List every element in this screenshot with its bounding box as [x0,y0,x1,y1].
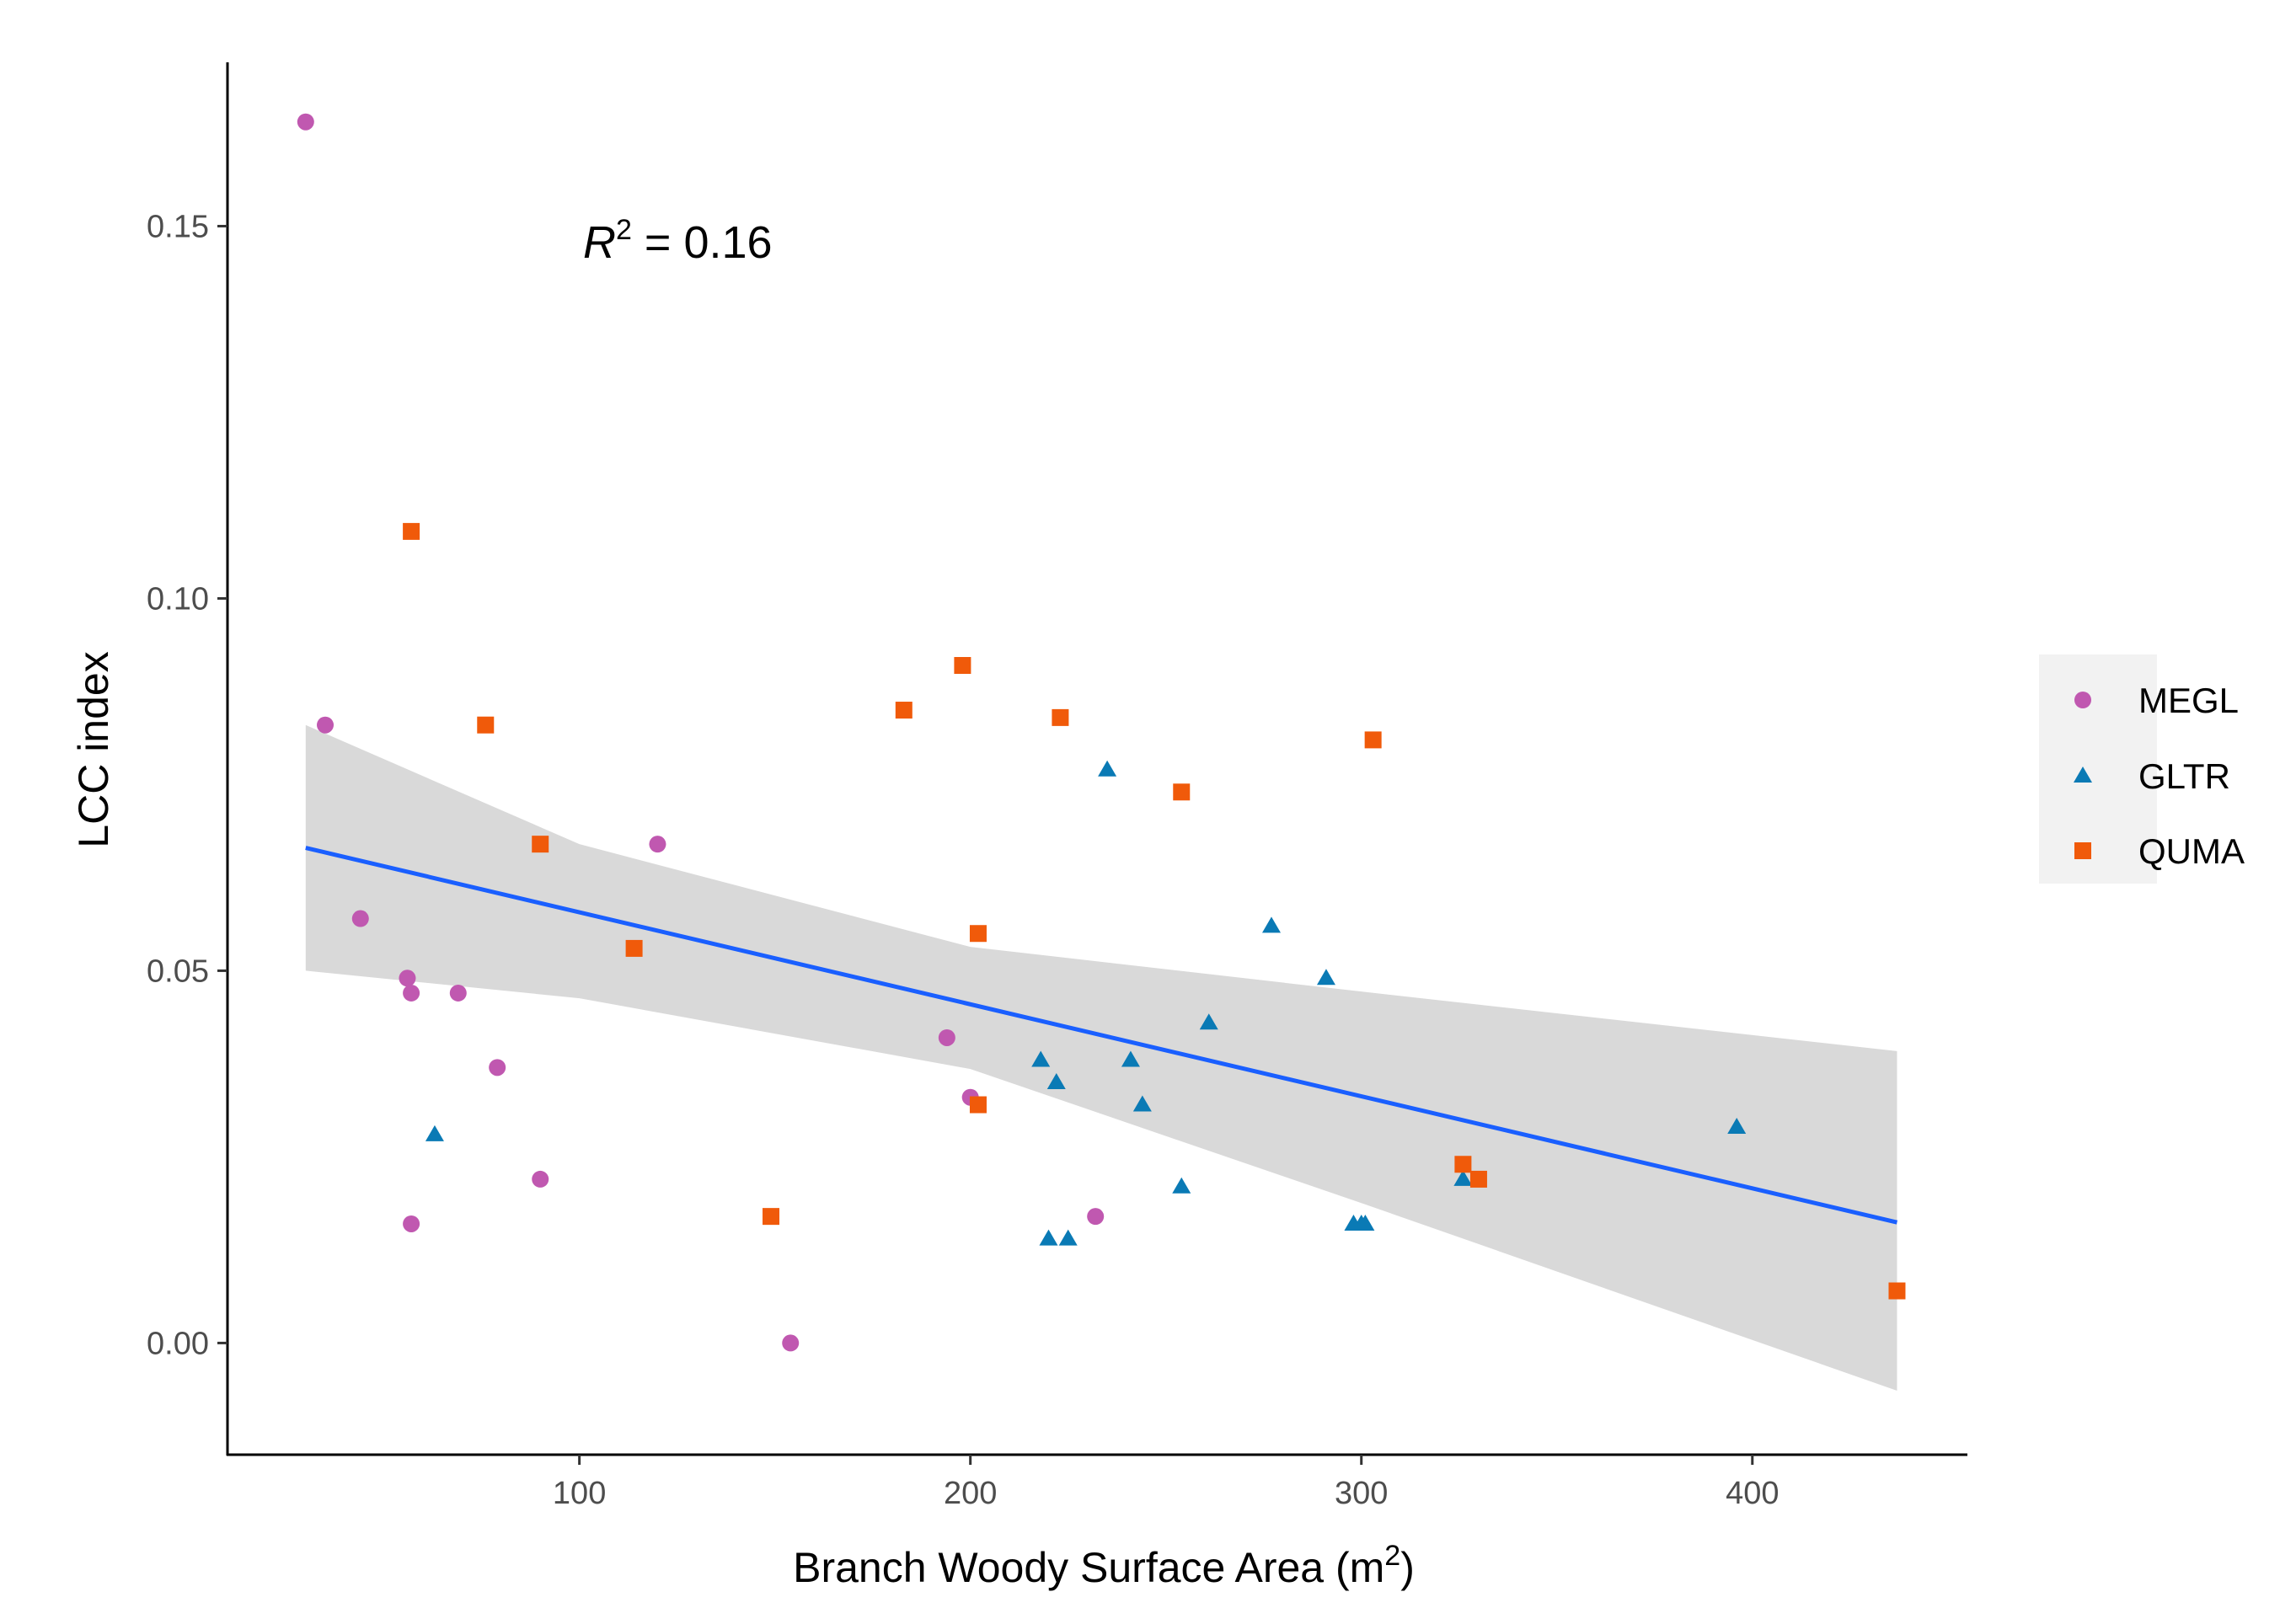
legend-label-gltr: GLTR [2138,756,2230,796]
series-megl [297,113,1105,1352]
data-point-quma [895,702,913,719]
y-tick-label: 0.10 [147,581,209,617]
legend-background [2039,654,2157,884]
confidence-band-layer [305,724,1897,1391]
data-point-quma [403,522,420,540]
data-point-quma [477,716,495,734]
data-point-megl [532,1170,549,1188]
data-point-gltr [1356,1214,1375,1231]
data-point-quma [969,925,987,943]
x-tick-label: 100 [553,1476,606,1511]
data-point-gltr [425,1125,444,1141]
legend-key-quma [2074,842,2091,859]
legend-label-quma: QUMA [2138,831,2245,871]
data-point-gltr [1098,760,1117,777]
data-points-layer [297,113,1906,1352]
series-quma [403,522,1906,1300]
confidence-band [305,724,1897,1391]
series-gltr [425,760,1747,1246]
data-point-gltr [1031,1050,1051,1067]
data-point-megl [403,984,420,1002]
data-point-gltr [1316,969,1335,986]
data-point-gltr [1058,1229,1078,1246]
y-axis-title: LCC index [70,651,117,847]
data-point-quma [1454,1156,1472,1173]
legend-keys [2074,692,2092,859]
data-point-gltr [1453,1169,1473,1186]
x-tick-label: 300 [1335,1476,1388,1511]
data-point-quma [954,657,971,675]
y-tick-label: 0.05 [147,954,209,989]
data-point-gltr [1132,1095,1152,1112]
data-point-quma [625,939,643,957]
data-point-megl [403,1215,420,1232]
data-point-gltr [1172,1177,1191,1194]
data-point-megl [399,970,416,987]
y-tick-label: 0.00 [147,1326,209,1361]
data-point-gltr [1199,1013,1218,1030]
data-point-megl [1087,1208,1105,1226]
data-point-quma [1888,1282,1906,1300]
data-point-megl [782,1334,800,1352]
data-point-quma [763,1208,780,1226]
data-point-gltr [1727,1118,1747,1135]
data-point-quma [969,1096,987,1114]
data-point-quma [1364,731,1382,749]
data-point-megl [938,1028,955,1046]
legend-key-megl [2074,692,2091,708]
x-tick-label: 400 [1726,1476,1779,1511]
data-point-megl [317,716,334,734]
r-squared-annotation: R2 = 0.16 [583,214,773,268]
data-point-gltr [1039,1229,1058,1246]
x-tick-label: 200 [944,1476,997,1511]
legend-key-gltr [2074,767,2092,783]
data-point-megl [297,113,314,131]
x-axis-title: Branch Woody Surface Area (m2) [793,1540,1415,1591]
data-point-gltr [1262,916,1281,933]
data-point-gltr [1046,1073,1066,1090]
data-point-megl [489,1059,506,1076]
data-point-quma [1173,783,1191,801]
regression-line [305,846,1898,1225]
data-point-quma [532,836,549,853]
legend: MEGL GLTR QUMA [2039,654,2245,884]
data-point-megl [351,910,369,927]
data-point-megl [449,984,467,1002]
data-point-gltr [1121,1050,1140,1067]
legend-label-megl: MEGL [2138,681,2239,720]
data-point-quma [1469,1170,1487,1188]
data-point-megl [649,836,666,853]
fit-line-layer [305,846,1898,1225]
y-tick-label: 0.15 [147,209,209,244]
data-point-quma [1052,708,1069,726]
axes-layer: 0.00 0.05 0.10 0.15 100 200 300 400 [147,62,1967,1511]
